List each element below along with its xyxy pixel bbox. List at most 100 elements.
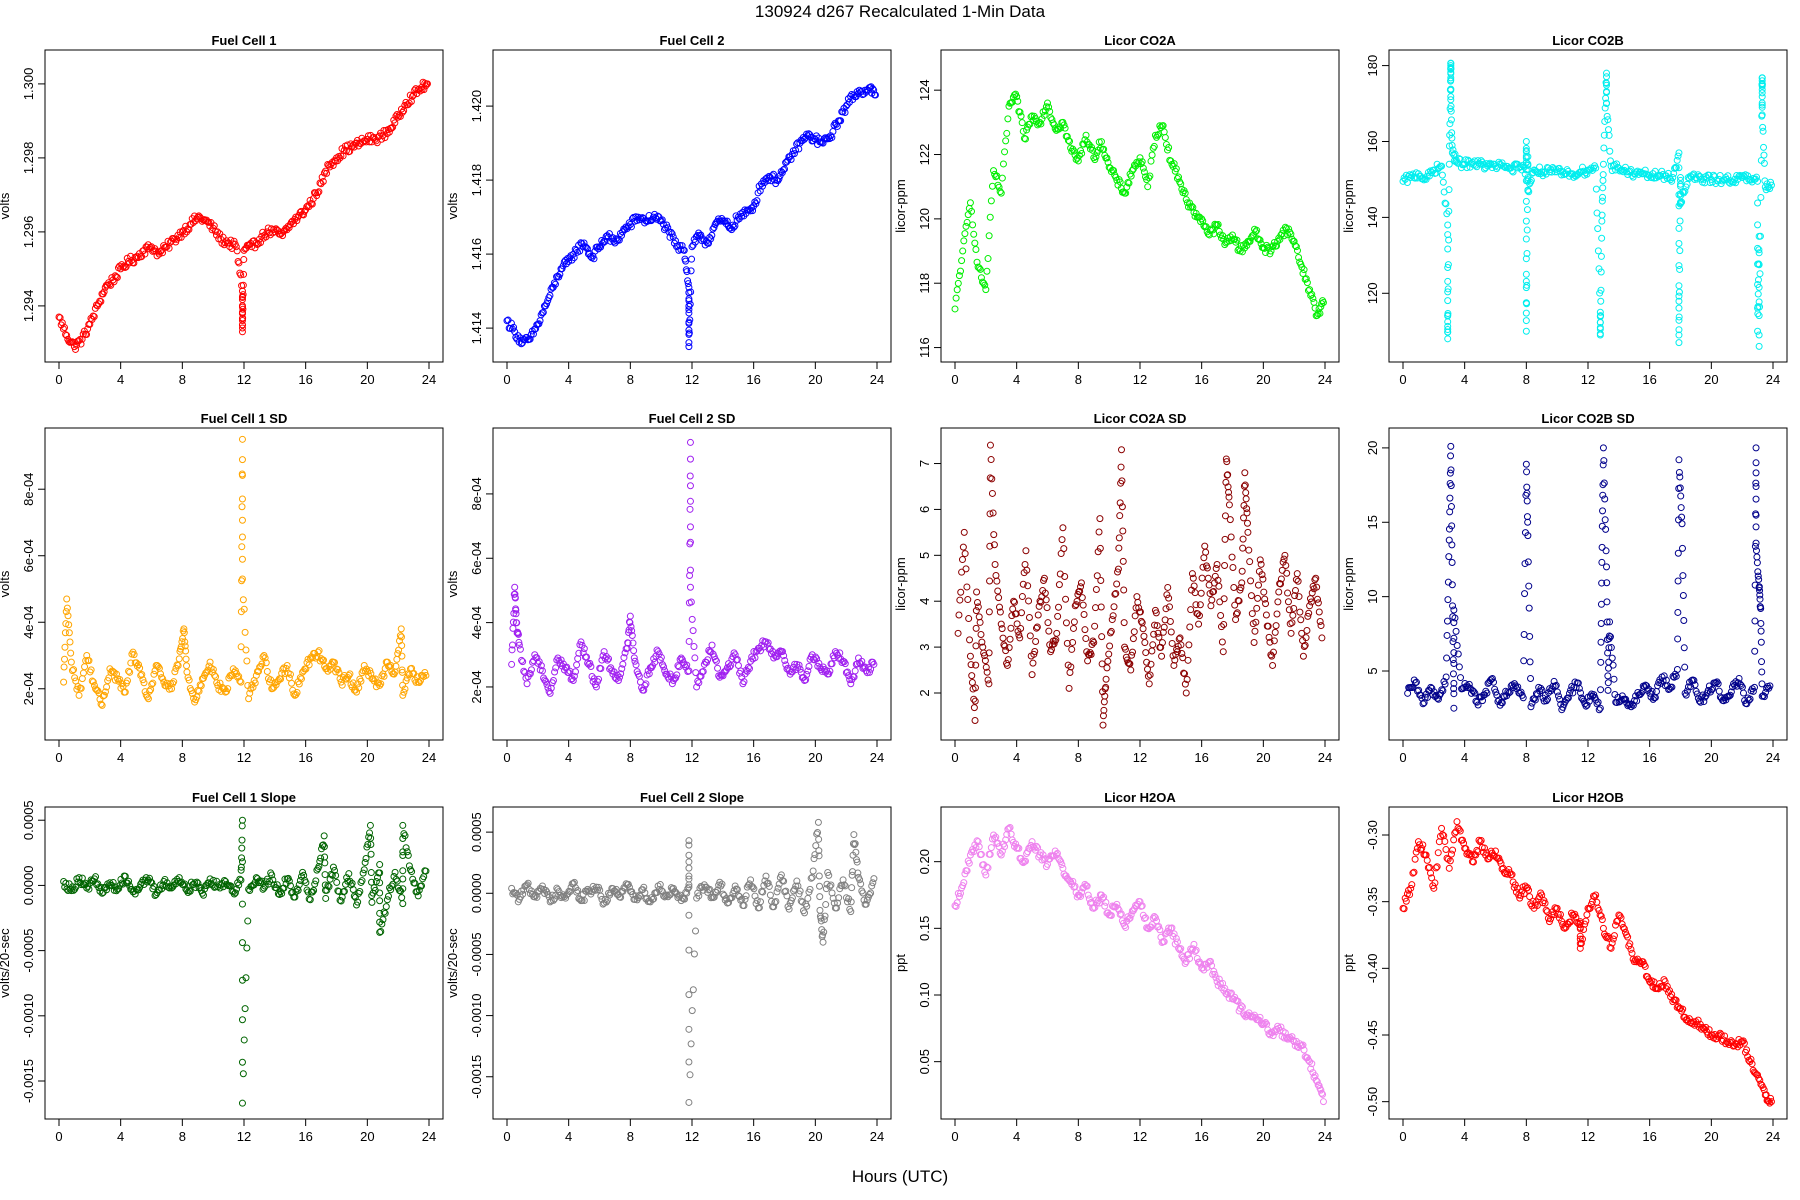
data-point bbox=[286, 670, 294, 678]
data-point bbox=[297, 675, 305, 683]
x-tick-label: 4 bbox=[565, 1129, 572, 1144]
data-point bbox=[1166, 156, 1174, 164]
data-point bbox=[1091, 622, 1099, 630]
data-point bbox=[687, 267, 695, 275]
data-point bbox=[685, 326, 693, 334]
data-point bbox=[1752, 483, 1760, 491]
data-point bbox=[1467, 851, 1475, 859]
data-point bbox=[1444, 277, 1452, 285]
data-point bbox=[744, 881, 752, 889]
data-point bbox=[718, 880, 726, 888]
data-point bbox=[636, 214, 644, 222]
data-point bbox=[1597, 252, 1605, 260]
data-point bbox=[397, 887, 405, 895]
data-point bbox=[227, 236, 235, 244]
data-point bbox=[1088, 640, 1096, 648]
data-point bbox=[1144, 183, 1152, 191]
data-point bbox=[377, 927, 385, 935]
data-point bbox=[689, 627, 697, 635]
data-point bbox=[1592, 696, 1600, 704]
data-point bbox=[965, 615, 973, 623]
data-point bbox=[123, 677, 131, 685]
data-point bbox=[963, 867, 971, 875]
data-point bbox=[996, 608, 1004, 616]
data-point bbox=[323, 169, 331, 177]
data-point bbox=[687, 288, 695, 296]
data-point bbox=[1641, 962, 1649, 970]
data-point bbox=[1526, 180, 1534, 188]
data-point bbox=[1018, 609, 1026, 617]
data-point bbox=[966, 652, 974, 660]
data-point bbox=[1505, 866, 1513, 874]
data-point bbox=[1157, 124, 1165, 132]
data-point bbox=[750, 202, 758, 210]
data-point bbox=[706, 885, 714, 893]
data-point bbox=[1062, 619, 1070, 627]
data-point bbox=[705, 646, 713, 654]
data-point bbox=[312, 877, 320, 885]
data-point bbox=[1725, 692, 1733, 700]
data-point bbox=[85, 657, 93, 665]
data-point bbox=[519, 658, 527, 666]
data-point bbox=[1161, 134, 1169, 142]
data-point bbox=[1139, 625, 1147, 633]
data-point bbox=[1190, 582, 1198, 590]
data-point bbox=[389, 123, 397, 131]
data-point bbox=[1243, 509, 1251, 517]
data-point bbox=[111, 272, 119, 280]
data-point bbox=[996, 849, 1004, 857]
data-point bbox=[1233, 609, 1241, 617]
data-point bbox=[817, 917, 825, 925]
data-point bbox=[1577, 689, 1585, 697]
data-point bbox=[1450, 685, 1458, 693]
data-point bbox=[1695, 697, 1703, 705]
data-point bbox=[1599, 160, 1607, 168]
x-tick-label: 12 bbox=[1581, 372, 1595, 387]
data-point bbox=[955, 892, 963, 900]
data-point bbox=[1493, 165, 1501, 173]
data-point bbox=[121, 263, 129, 271]
data-point bbox=[752, 200, 760, 208]
data-point bbox=[1273, 610, 1281, 618]
data-point bbox=[1585, 697, 1593, 705]
data-point bbox=[421, 867, 429, 875]
data-point bbox=[1318, 1089, 1326, 1097]
data-point bbox=[585, 660, 593, 668]
data-point bbox=[1131, 612, 1139, 620]
data-point bbox=[975, 843, 983, 851]
data-point bbox=[695, 679, 703, 687]
data-point bbox=[1699, 691, 1707, 699]
data-point bbox=[963, 218, 971, 226]
data-point bbox=[1291, 586, 1299, 594]
data-point bbox=[1215, 582, 1223, 590]
data-point bbox=[1194, 610, 1202, 618]
data-point bbox=[234, 673, 242, 681]
data-point bbox=[367, 850, 375, 858]
data-point bbox=[1450, 836, 1458, 844]
data-point bbox=[750, 885, 758, 893]
data-point bbox=[1101, 692, 1109, 700]
data-point bbox=[1449, 602, 1457, 610]
data-point bbox=[1227, 989, 1235, 997]
data-point bbox=[636, 892, 644, 900]
data-point bbox=[721, 668, 729, 676]
data-point bbox=[986, 577, 994, 585]
data-point bbox=[1318, 300, 1326, 308]
data-point bbox=[1254, 581, 1262, 589]
data-point bbox=[996, 188, 1004, 196]
data-point bbox=[1295, 253, 1303, 261]
data-point bbox=[1017, 112, 1025, 120]
data-point bbox=[281, 875, 289, 883]
data-point bbox=[1649, 170, 1657, 178]
data-point bbox=[1574, 679, 1582, 687]
data-point bbox=[1177, 641, 1185, 649]
data-point bbox=[1599, 924, 1607, 932]
data-point bbox=[140, 679, 148, 687]
data-point bbox=[1097, 576, 1105, 584]
data-point bbox=[420, 86, 428, 94]
data-point bbox=[986, 474, 994, 482]
data-point bbox=[1752, 495, 1760, 503]
data-point bbox=[1523, 497, 1531, 505]
data-point bbox=[330, 157, 338, 165]
